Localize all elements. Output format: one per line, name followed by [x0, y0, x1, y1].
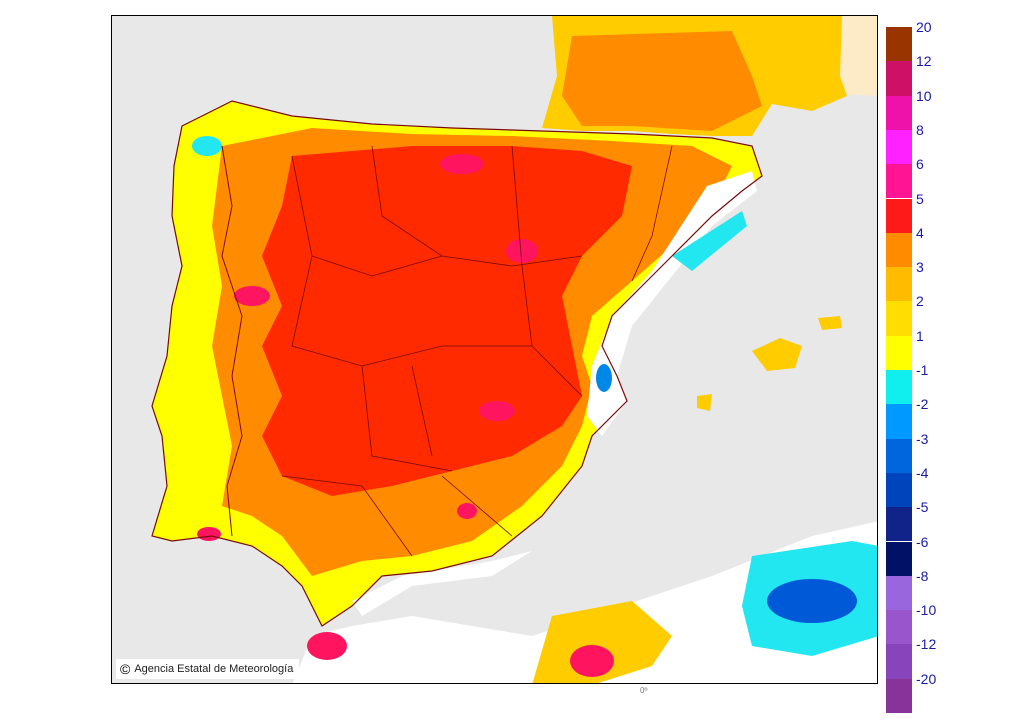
copyright-icon: © [120, 661, 131, 677]
valencia-cold-patch [596, 364, 612, 392]
legend-swatch [886, 644, 912, 679]
legend-label: 3 [916, 259, 924, 276]
hotspot-north [440, 154, 484, 174]
legend-swatch [886, 232, 912, 268]
legend-label: 10 [916, 87, 932, 104]
legend-swatch [886, 678, 912, 713]
legend-swatch [886, 301, 912, 336]
legend-label: -2 [916, 396, 929, 413]
legend-label: -1 [916, 362, 929, 378]
hotspot-center [506, 239, 538, 263]
legend-label: -6 [916, 533, 929, 550]
iberia-red-zone [262, 146, 632, 496]
legend-label: 8 [916, 121, 924, 138]
legend-label: -10 [916, 602, 937, 619]
iberia-coastline [151, 100, 763, 627]
longitude-label: 0º [640, 686, 648, 695]
ibiza-land [697, 394, 712, 411]
menorca-land [818, 316, 842, 330]
anomaly-map: © Agencia Estatal de Meteorología [111, 15, 878, 684]
legend-label: -8 [916, 567, 929, 584]
legend-swatch [886, 198, 912, 233]
legend-label: 6 [916, 156, 924, 173]
mallorca-land [752, 338, 802, 371]
legend-label: -12 [916, 636, 937, 653]
legend-swatch [886, 472, 912, 508]
legend-swatch [886, 370, 912, 405]
legend-label: -20 [916, 670, 937, 687]
hotspot-west [234, 286, 270, 306]
legend-swatch [886, 129, 912, 165]
legend-swatch [886, 438, 912, 473]
legend-swatch [886, 610, 912, 645]
legend-label: -5 [916, 499, 929, 516]
legend-label: -3 [916, 430, 929, 447]
legend-swatch [886, 164, 912, 199]
legend-label: 20 [916, 19, 932, 35]
legend-label: 12 [916, 53, 932, 70]
legend-swatch [886, 61, 912, 96]
legend-swatch [886, 404, 912, 439]
hotspot-south [479, 401, 515, 421]
north-africa-land [292, 521, 877, 683]
portugal-border [221, 145, 243, 537]
legend-swatch [886, 335, 912, 370]
legend-label: 2 [916, 293, 924, 310]
legend-swatch [886, 507, 912, 542]
legend-swatch [886, 541, 912, 576]
morocco-hotspot [307, 632, 347, 660]
legend-swatch [886, 95, 912, 130]
south-coast-white [352, 551, 532, 616]
legend-label: -4 [916, 464, 929, 481]
region-borders [281, 145, 673, 557]
north-africa-yellow [532, 601, 672, 683]
legend-swatch [886, 267, 912, 302]
color-legend: 20 12 10 8 6 5 4 3 2 1 -1 -2 -3 -4 -5 -6 -8 -10 -12 -20 [886, 20, 946, 713]
north-africa-hotspot [570, 645, 614, 677]
france-hot-zone [562, 31, 762, 131]
credit-notice: © Agencia Estatal de Meteorología [116, 659, 300, 679]
legend-swatch [886, 27, 912, 62]
legend-label: 5 [916, 190, 924, 207]
map-canvas [151, 16, 877, 683]
hotspot-andalusia [457, 503, 477, 519]
legend-swatch [886, 575, 912, 611]
hotspot-sw-coast [197, 527, 221, 541]
east-coast-white [587, 171, 757, 436]
legend-label: 1 [916, 327, 924, 344]
north-africa-cold-core [767, 579, 857, 623]
credit-text: Agencia Estatal de Meteorología [134, 663, 294, 675]
legend-label: 4 [916, 224, 924, 241]
east-coast-cold [672, 211, 747, 271]
galicia-cold-patch [192, 136, 222, 156]
